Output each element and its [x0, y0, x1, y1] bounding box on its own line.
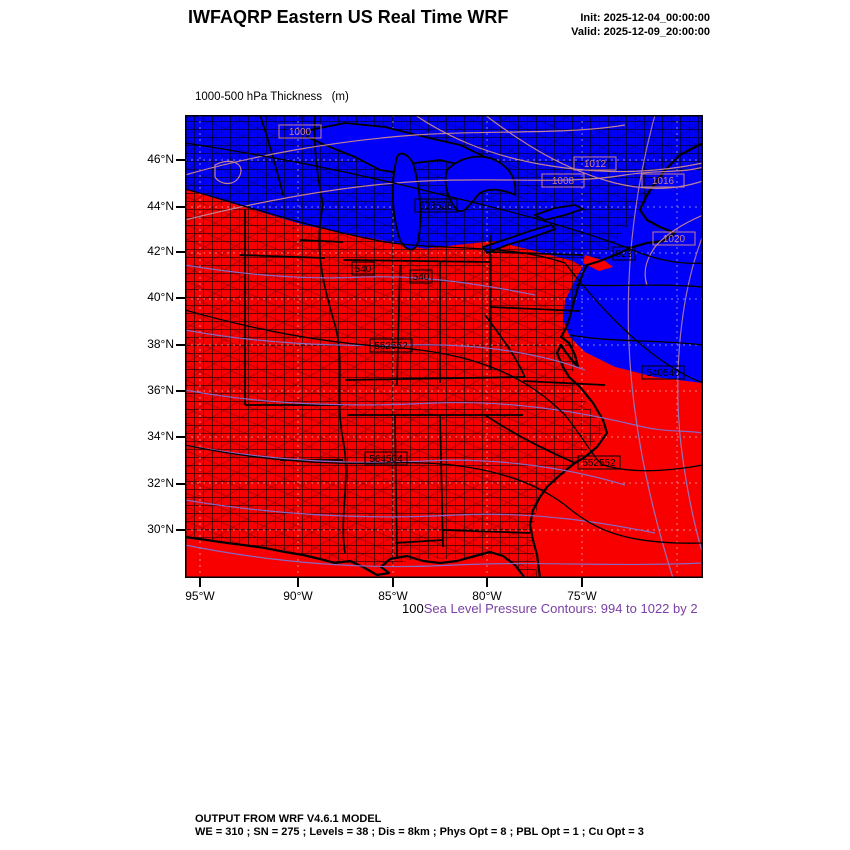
- lat-label-42n: 42°N: [147, 244, 174, 258]
- slp-label-1012: 1012: [584, 159, 607, 170]
- model-config-line: WE = 310 ; SN = 275 ; Levels = 38 ; Dis …: [195, 826, 644, 838]
- lat-label-40n: 40°N: [147, 290, 174, 304]
- map-overlay: 1000 1008 1012 1016 1020 528528 528 54: [185, 115, 703, 578]
- lat-tick: [176, 483, 185, 485]
- lat-label-46n: 46°N: [147, 152, 174, 166]
- map-panel: 1000 1008 1012 1016 1020 528528 528 54: [185, 115, 703, 578]
- lat-tick: [176, 206, 185, 208]
- lon-tick: [297, 578, 299, 587]
- lat-tick: [176, 436, 185, 438]
- thickness-label-552552-b: 552552: [582, 458, 616, 469]
- lon-tick: [581, 578, 583, 587]
- slp-label-1000: 1000: [289, 127, 312, 138]
- run-info: Init: 2025-12-04_00:00:00 Valid: 2025-12…: [530, 11, 710, 39]
- valid-time: Valid: 2025-12-09_20:00:00: [571, 26, 710, 38]
- lon-label-75w: 75°W: [567, 589, 597, 603]
- slp-contours-south: [185, 264, 703, 568]
- lon-label-95w: 95°W: [185, 589, 215, 603]
- lon-label-80w: 80°W: [472, 589, 502, 603]
- thickness-label-528: 528: [616, 249, 633, 260]
- great-lakes: [305, 122, 586, 255]
- slp-label-1020: 1020: [663, 234, 686, 245]
- legend-thickness-1: 1000-500 hPa Thickness (m): [195, 91, 349, 103]
- lat-label-44n: 44°N: [147, 199, 174, 213]
- state-borders: [239, 115, 606, 559]
- caption-text: Sea Level Pressure Contours: 994 to 1022…: [423, 601, 698, 616]
- lake-huron: [444, 155, 517, 213]
- lat-tick: [176, 159, 185, 161]
- lat-label-32n: 32°N: [147, 476, 174, 490]
- thickness-label-540-b: 540: [413, 272, 430, 283]
- coastline: [185, 142, 703, 578]
- graticule: [185, 115, 703, 578]
- thickness-contour-labels: 528528 528 540 540 540540 552552 552552 …: [351, 198, 685, 470]
- lat-label-34n: 34°N: [147, 429, 174, 443]
- lat-tick: [176, 251, 185, 253]
- slp-contours-north: [185, 115, 703, 286]
- lat-label-36n: 36°N: [147, 383, 174, 397]
- lat-tick: [176, 390, 185, 392]
- slp-contour-caption: 100Sea Level Pressure Contours: 994 to 1…: [402, 601, 698, 616]
- caption-prefix: 100: [402, 601, 424, 616]
- page-title: IWFAQRP Eastern US Real Time WRF: [188, 7, 509, 27]
- lon-tick: [199, 578, 201, 587]
- map-frame: [185, 115, 703, 578]
- thickness-label-552552-a: 552552: [374, 341, 408, 352]
- lon-tick: [392, 578, 394, 587]
- thickness-label-540-a: 540: [355, 264, 372, 275]
- lat-tick: [176, 529, 185, 531]
- model-output-line: OUTPUT FROM WRF V4.6.1 MODEL: [195, 813, 382, 825]
- lat-label-38n: 38°N: [147, 337, 174, 351]
- lat-tick: [176, 344, 185, 346]
- slp-contours-ocean: [627, 115, 703, 578]
- lake-ontario: [532, 204, 586, 221]
- thickness-contours: [185, 142, 703, 544]
- lat-tick: [176, 297, 185, 299]
- slp-label-1016: 1016: [652, 176, 675, 187]
- lake-erie: [481, 223, 557, 255]
- init-time: Init: 2025-12-04_00:00:00: [580, 12, 710, 24]
- slp-label-1008: 1008: [552, 176, 575, 187]
- lake-michigan: [391, 152, 422, 251]
- warm-coastal-blob: [583, 255, 613, 271]
- thickness-label-540540: 540540: [646, 368, 680, 379]
- thickness-label-528528: 528528: [419, 201, 453, 212]
- slp-contour-labels: 1000 1008 1012 1016 1020: [278, 124, 696, 246]
- lon-label-90w: 90°W: [283, 589, 313, 603]
- lon-label-85w: 85°W: [378, 589, 408, 603]
- lat-label-30n: 30°N: [147, 522, 174, 536]
- lon-tick: [486, 578, 488, 587]
- thickness-label-564564: 564564: [369, 454, 403, 465]
